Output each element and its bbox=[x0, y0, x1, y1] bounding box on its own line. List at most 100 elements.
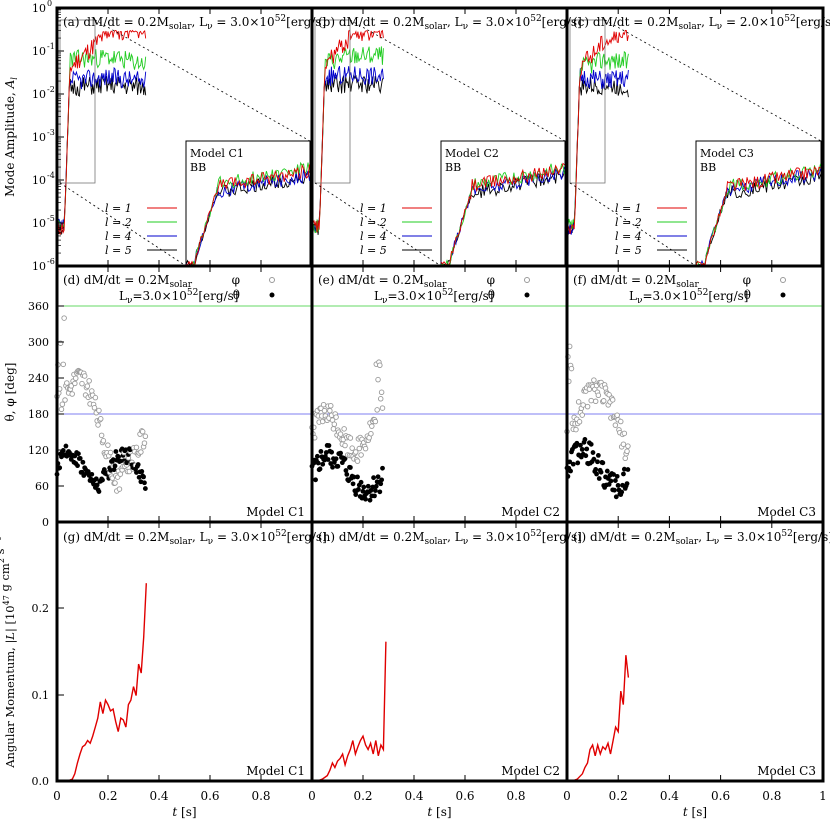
panel-title: (c) dM/dt = 0.2Msolar, Lν = 2.0×1052[erg… bbox=[573, 14, 830, 32]
theta-point bbox=[343, 468, 349, 473]
panel-title: (d) dM/dt = 0.2Msolar bbox=[63, 273, 193, 290]
phi-point bbox=[84, 383, 91, 389]
zoom-connector-bottom bbox=[569, 182, 697, 267]
phi-point bbox=[105, 442, 111, 448]
panel-title: (e) dM/dt = 0.2Msolar bbox=[318, 273, 447, 290]
theta-point bbox=[108, 467, 113, 473]
theta-point bbox=[135, 462, 141, 467]
y-axis-label-middle: θ, φ [deg] bbox=[3, 363, 17, 422]
phi-point bbox=[330, 426, 337, 432]
phi-point bbox=[580, 402, 586, 408]
inset-tag-label: BB bbox=[700, 161, 716, 174]
theta-point bbox=[574, 440, 580, 446]
phi-point bbox=[584, 403, 591, 410]
theta-point bbox=[365, 483, 371, 489]
y-tick-label: 10 bbox=[32, 2, 46, 15]
phi-point bbox=[341, 426, 347, 432]
phi-point bbox=[352, 449, 359, 455]
phi-point bbox=[61, 315, 67, 321]
y-tick-label: 10 bbox=[32, 260, 46, 273]
legend-mode-label: l = 2 bbox=[360, 216, 387, 229]
x-tick-label: 0.2 bbox=[353, 789, 372, 803]
phi-point bbox=[576, 419, 583, 425]
theta-point bbox=[112, 463, 118, 469]
zoom-connector-bottom bbox=[314, 182, 442, 267]
theta-point bbox=[613, 494, 619, 500]
inset-frame bbox=[695, 140, 822, 267]
phi-point bbox=[320, 401, 327, 408]
x-tick-label: 0.6 bbox=[200, 789, 219, 803]
model-label: Model C1 bbox=[246, 505, 305, 519]
phi-point bbox=[112, 480, 118, 486]
y-tick-label: 10 bbox=[32, 88, 46, 101]
theta-point bbox=[329, 449, 335, 455]
phi-point bbox=[378, 389, 385, 396]
theta-point bbox=[600, 460, 606, 466]
phi-point bbox=[354, 458, 361, 464]
theta-point bbox=[582, 437, 588, 442]
theta-point bbox=[314, 453, 320, 459]
y-tick-label: 10 bbox=[32, 45, 46, 58]
legend-theta-label: θ bbox=[744, 288, 751, 302]
theta-point bbox=[134, 470, 139, 475]
phi-point bbox=[568, 365, 575, 372]
theta-point bbox=[575, 460, 581, 466]
x-tick-label: 0.2 bbox=[609, 789, 628, 803]
phi-point bbox=[337, 431, 344, 437]
phi-point bbox=[369, 423, 375, 429]
phi-point bbox=[331, 421, 338, 428]
panel-title-line2: Lν=3.0×1052[erg/s] bbox=[374, 288, 493, 306]
phi-point bbox=[116, 486, 123, 492]
y-tick-label: 10 bbox=[32, 131, 46, 144]
y-tick-label: 360 bbox=[28, 300, 49, 313]
theta-point bbox=[142, 486, 148, 491]
phi-point bbox=[60, 361, 66, 368]
panel-title: (f) dM/dt = 0.2Msolar bbox=[573, 273, 699, 290]
theta-point bbox=[371, 475, 376, 481]
panel-title-line2: Lν=3.0×1052[erg/s] bbox=[119, 288, 238, 306]
theta-point bbox=[598, 469, 604, 475]
theta-point bbox=[372, 493, 377, 499]
theta-point bbox=[351, 474, 357, 480]
phi-point bbox=[98, 432, 105, 439]
panel-title: (h) dM/dt = 0.2Msolar, Lν = 3.0×1052[erg… bbox=[318, 529, 582, 547]
theta-point bbox=[63, 443, 69, 449]
phi-point bbox=[621, 430, 628, 437]
theta-point bbox=[318, 449, 324, 454]
theta-point bbox=[80, 459, 86, 465]
phi-point bbox=[62, 397, 68, 403]
x-tick-label: 0.6 bbox=[455, 789, 474, 803]
phi-point bbox=[609, 397, 616, 403]
phi-point bbox=[374, 407, 380, 413]
legend-mode-label: l = 4 bbox=[615, 230, 642, 243]
theta-point bbox=[335, 463, 341, 469]
theta-point bbox=[320, 461, 326, 467]
legend-theta-marker bbox=[269, 292, 275, 298]
phi-point bbox=[68, 383, 75, 389]
phi-point bbox=[64, 380, 70, 386]
legend-mode-label: l = 1 bbox=[615, 202, 642, 215]
theta-point bbox=[342, 456, 348, 462]
mode-l1-line bbox=[311, 29, 384, 233]
phi-point bbox=[133, 444, 140, 451]
phi-point bbox=[342, 442, 348, 449]
inset-l2-line bbox=[440, 163, 565, 266]
panel-title-line2: Lν=3.0×1052[erg/s] bbox=[629, 288, 748, 306]
legend-mode-label: l = 2 bbox=[615, 216, 642, 229]
phi-point bbox=[138, 449, 144, 455]
phi-point bbox=[624, 448, 630, 455]
y-tick-label: 10 bbox=[32, 174, 46, 187]
theta-point bbox=[100, 477, 105, 483]
phi-point bbox=[377, 396, 384, 402]
theta-point bbox=[317, 466, 323, 472]
theta-point bbox=[588, 441, 594, 447]
mode-l4-line bbox=[56, 66, 147, 229]
phi-point bbox=[321, 407, 328, 414]
phi-point bbox=[358, 452, 364, 458]
theta-point bbox=[624, 481, 630, 486]
theta-point bbox=[116, 454, 121, 460]
phi-point bbox=[600, 398, 607, 404]
phi-point bbox=[579, 412, 585, 418]
x-tick-label: 0.2 bbox=[98, 789, 117, 803]
